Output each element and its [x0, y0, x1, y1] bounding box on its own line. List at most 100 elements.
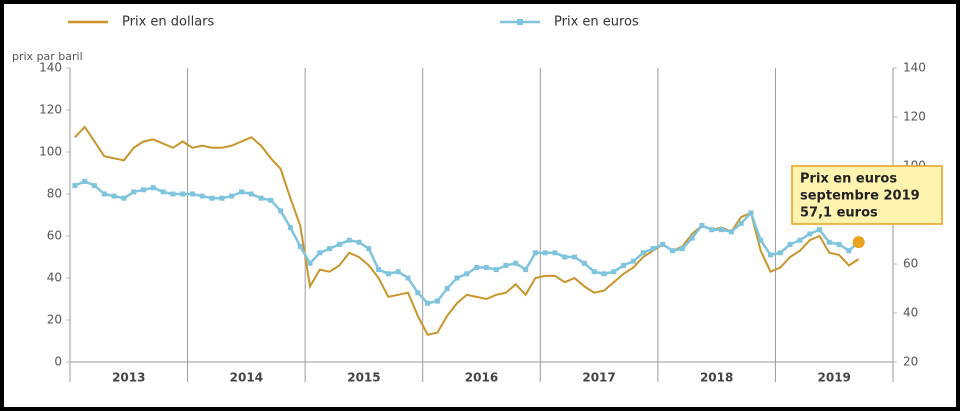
- data-point: [82, 178, 88, 184]
- series-line: [74, 180, 860, 305]
- data-point: [395, 269, 401, 275]
- data-point: [366, 246, 372, 252]
- data-point: [532, 250, 538, 256]
- data-point: [150, 185, 156, 191]
- data-point: [238, 189, 244, 195]
- data-point: [189, 191, 195, 197]
- data-point: [689, 235, 695, 241]
- data-point: [111, 193, 117, 199]
- data-point: [140, 187, 146, 193]
- data-point: [327, 246, 333, 252]
- y-tick-label: 60: [47, 229, 62, 243]
- data-point: [777, 250, 783, 256]
- data-point: [797, 237, 803, 243]
- data-point: [591, 269, 597, 275]
- data-point: [542, 250, 548, 256]
- x-tick-label: 2013: [112, 371, 145, 385]
- data-point: [385, 271, 391, 277]
- data-point: [278, 208, 284, 214]
- data-point: [199, 193, 205, 199]
- x-tick-label: 2018: [700, 371, 733, 385]
- data-point: [728, 229, 734, 235]
- y2-tick-label: 40: [903, 306, 918, 320]
- data-point: [650, 246, 656, 252]
- data-point: [131, 189, 137, 195]
- y2-tick-label: 60: [903, 257, 918, 271]
- data-point: [434, 298, 440, 304]
- data-point: [611, 269, 617, 275]
- data-point: [493, 267, 499, 273]
- y-axis-label: prix par baril: [12, 50, 83, 63]
- data-point: [660, 241, 666, 247]
- series-line: [74, 125, 860, 336]
- data-point: [758, 237, 764, 243]
- y-tick-label: 20: [47, 313, 62, 327]
- y2-tick-label: 120: [903, 110, 926, 124]
- data-point: [258, 195, 264, 201]
- data-point: [621, 262, 627, 268]
- data-point: [307, 260, 313, 266]
- data-point: [91, 183, 97, 189]
- y2-tick-label: 20: [903, 355, 918, 369]
- x-tick-label: 2017: [582, 371, 615, 385]
- data-point: [336, 241, 342, 247]
- data-point: [160, 189, 166, 195]
- data-point: [807, 231, 813, 237]
- x-tick-label: 2016: [465, 371, 498, 385]
- data-point: [180, 191, 186, 197]
- data-point: [826, 239, 832, 245]
- legend-label: Prix en euros: [554, 15, 639, 30]
- legend-marker: [517, 19, 523, 25]
- data-point: [444, 286, 450, 291]
- data-point: [376, 267, 382, 273]
- data-point: [581, 260, 587, 266]
- data-point: [601, 271, 607, 277]
- data-point: [170, 191, 176, 197]
- data-point: [287, 225, 293, 231]
- x-tick-label: 2019: [818, 371, 851, 385]
- data-point: [209, 195, 215, 201]
- y2-tick-label: 140: [903, 61, 926, 75]
- y-tick-label: 120: [39, 103, 62, 117]
- data-point: [836, 241, 842, 247]
- data-point: [699, 223, 705, 228]
- data-point: [268, 197, 274, 203]
- data-point: [483, 265, 489, 270]
- data-point: [738, 220, 744, 226]
- data-point: [670, 248, 676, 254]
- data-point: [709, 227, 715, 233]
- data-point: [846, 248, 852, 254]
- data-point: [219, 195, 225, 201]
- legend-label: Prix en dollars: [122, 15, 215, 30]
- data-point: [356, 239, 362, 245]
- y-tick-label: 0: [54, 355, 62, 369]
- y-tick-label: 100: [39, 145, 62, 159]
- data-point: [503, 262, 509, 268]
- data-point: [346, 237, 352, 243]
- data-point: [719, 227, 725, 233]
- x-tick-label: 2014: [230, 371, 263, 385]
- data-point: [121, 195, 127, 201]
- data-point: [474, 265, 480, 270]
- x-tick-label: 2015: [347, 371, 380, 385]
- y-tick-label: 40: [47, 271, 62, 285]
- data-point: [415, 290, 421, 296]
- data-point: [523, 267, 529, 273]
- data-point: [297, 244, 303, 249]
- data-point: [817, 227, 823, 233]
- data-point: [572, 254, 578, 260]
- data-point: [513, 260, 519, 266]
- data-point: [425, 300, 431, 306]
- data-point: [562, 254, 568, 260]
- data-point: [640, 250, 646, 256]
- data-point: [552, 250, 558, 256]
- data-point: [72, 183, 78, 189]
- data-point: [229, 193, 235, 199]
- data-point: [317, 250, 323, 256]
- annotation-text: septembre 2019: [800, 189, 920, 204]
- data-point: [630, 258, 636, 264]
- data-point: [454, 275, 460, 281]
